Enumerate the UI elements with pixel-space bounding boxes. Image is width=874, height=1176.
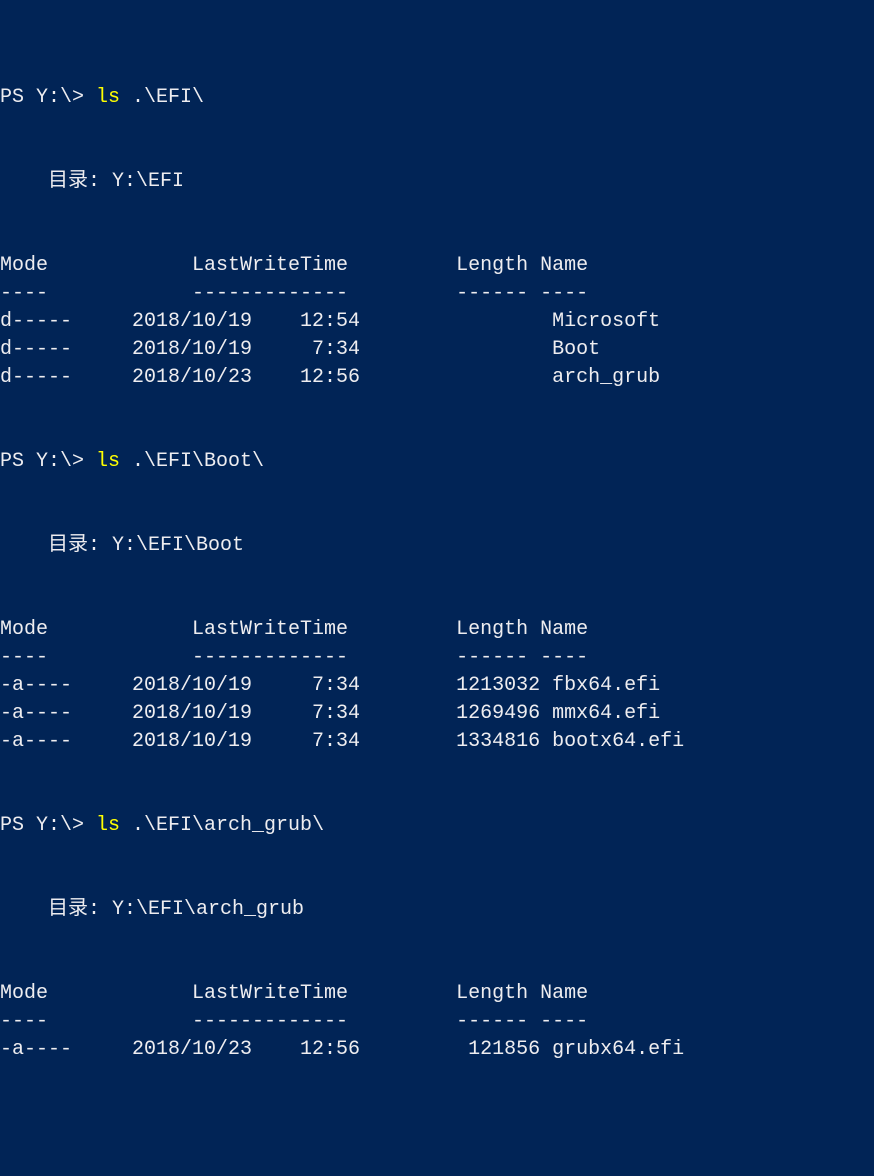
prompt: PS Y:\> <box>0 86 96 109</box>
column-header-lastwrite: LastWriteTime <box>60 254 348 277</box>
row-name: Boot <box>552 338 600 361</box>
command-argument: .\EFI\Boot\ <box>120 450 264 473</box>
row-mode: -a---- <box>0 1038 72 1061</box>
row-lastwrite: 2018/10/19 12:54 <box>72 310 360 333</box>
row-name: fbx64.efi <box>552 674 660 697</box>
command-argument: .\EFI\ <box>120 86 204 109</box>
column-header-name: Name <box>540 254 588 277</box>
row-name: bootx64.efi <box>552 730 684 753</box>
column-header-length: Length <box>348 254 528 277</box>
column-header-mode: Mode <box>0 254 60 277</box>
column-header-mode: Mode <box>0 618 60 641</box>
row-lastwrite: 2018/10/19 7:34 <box>72 674 360 697</box>
row-mode: -a---- <box>0 730 72 753</box>
row-mode: d----- <box>0 310 72 333</box>
directory-path: Y:\EFI\arch_grub <box>112 898 304 921</box>
row-length <box>360 366 540 389</box>
row-length <box>360 310 540 333</box>
row-mode: -a---- <box>0 702 72 725</box>
row-mode: -a---- <box>0 674 72 697</box>
row-length: 121856 <box>360 1038 540 1061</box>
row-name: arch_grub <box>552 366 660 389</box>
row-length: 1269496 <box>360 702 540 725</box>
command-argument: .\EFI\arch_grub\ <box>120 814 324 837</box>
row-name: Microsoft <box>552 310 660 333</box>
directory-path: Y:\EFI\Boot <box>112 534 244 557</box>
row-length: 1213032 <box>360 674 540 697</box>
row-length <box>360 338 540 361</box>
command: ls <box>96 814 120 837</box>
column-header-mode: Mode <box>0 982 60 1005</box>
row-lastwrite: 2018/10/19 7:34 <box>72 338 360 361</box>
row-lastwrite: 2018/10/23 12:56 <box>72 1038 360 1061</box>
command: ls <box>96 450 120 473</box>
column-header-length: Length <box>348 618 528 641</box>
command: ls <box>96 86 120 109</box>
row-lastwrite: 2018/10/23 12:56 <box>72 366 360 389</box>
row-lastwrite: 2018/10/19 7:34 <box>72 702 360 725</box>
directory-label: 目录: <box>48 170 112 193</box>
powershell-terminal[interactable]: PS Y:\> ls .\EFI\ 目录: Y:\EFI Mode LastWr… <box>0 84 874 1064</box>
column-header-lastwrite: LastWriteTime <box>60 982 348 1005</box>
column-header-name: Name <box>540 618 588 641</box>
prompt: PS Y:\> <box>0 450 96 473</box>
directory-path: Y:\EFI <box>112 170 184 193</box>
row-lastwrite: 2018/10/19 7:34 <box>72 730 360 753</box>
column-header-lastwrite: LastWriteTime <box>60 618 348 641</box>
row-mode: d----- <box>0 338 72 361</box>
row-name: grubx64.efi <box>552 1038 684 1061</box>
directory-label: 目录: <box>48 534 112 557</box>
row-mode: d----- <box>0 366 72 389</box>
column-header-length: Length <box>348 982 528 1005</box>
column-header-name: Name <box>540 982 588 1005</box>
prompt: PS Y:\> <box>0 814 96 837</box>
directory-label: 目录: <box>48 898 112 921</box>
row-length: 1334816 <box>360 730 540 753</box>
row-name: mmx64.efi <box>552 702 660 725</box>
